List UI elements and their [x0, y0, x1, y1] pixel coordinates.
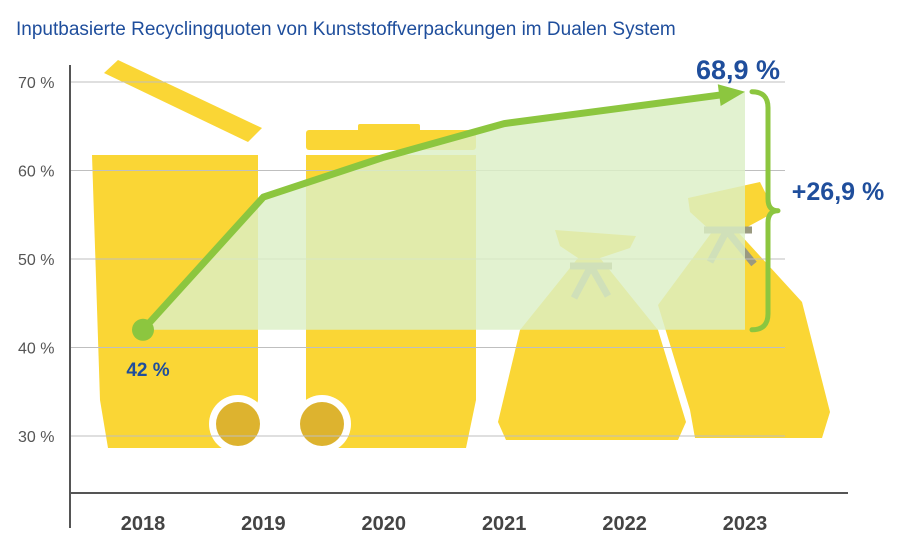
y-tick-label: 30 % [18, 429, 54, 446]
y-tick-label: 40 % [18, 341, 54, 358]
recycling-rate-line [139, 90, 735, 334]
y-tick-label: 60 % [18, 164, 54, 181]
growth-area [143, 91, 745, 330]
end-value-label: 68,9 % [696, 55, 780, 85]
x-tick-label: 2018 [121, 513, 166, 535]
x-tick-label: 2020 [362, 513, 407, 535]
x-axis-ticks: 2018 2019 2020 2021 2022 2023 [121, 513, 768, 535]
y-axis-ticks: 30 % 40 % 50 % 60 % 70 % [18, 75, 54, 446]
increase-label: +26,9 % [792, 178, 884, 206]
y-tick-label: 70 % [18, 75, 54, 92]
x-tick-label: 2022 [602, 513, 647, 535]
data-point-start [132, 318, 154, 341]
x-tick-label: 2021 [482, 513, 527, 535]
chart-title: Inputbasierte Recyclingquoten von Kunsts… [16, 19, 676, 40]
increase-bracket [749, 89, 781, 333]
line-arrowhead [717, 84, 745, 107]
y-tick-label: 50 % [18, 252, 54, 269]
x-tick-label: 2019 [241, 513, 286, 535]
x-tick-label: 2023 [723, 513, 768, 535]
start-value-label: 42 % [126, 360, 169, 381]
